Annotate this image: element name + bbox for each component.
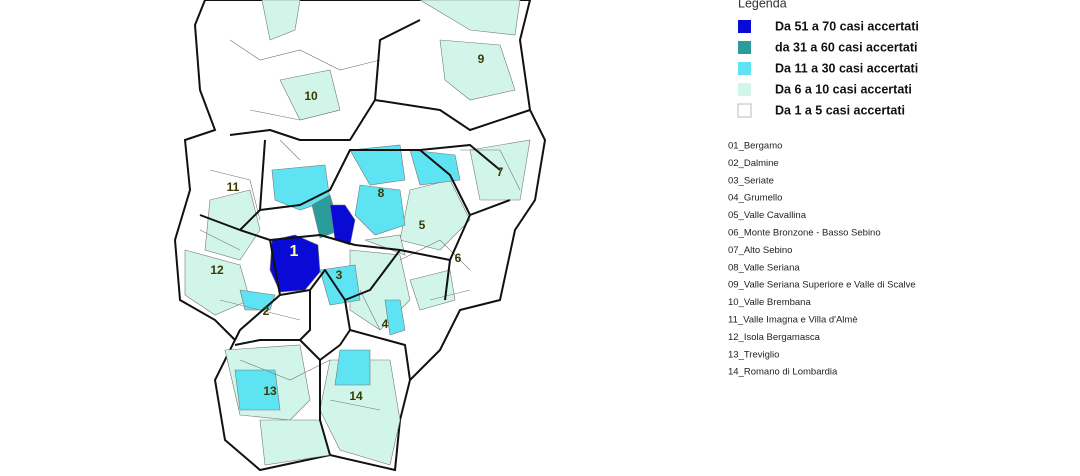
district-name: 07_Alto Sebino <box>728 245 792 256</box>
area <box>329 204 356 246</box>
area <box>184 249 251 316</box>
legend-label: Da 6 a 10 casi accertati <box>775 82 912 96</box>
legend-title: Legenda <box>738 0 787 10</box>
district-name: 03_Seriate <box>728 175 774 186</box>
legend-swatch <box>738 83 751 96</box>
map-label: 8 <box>378 186 385 200</box>
district-name: 06_Monte Bronzone - Basso Sebino <box>728 228 881 239</box>
district-name: 04_Grumello <box>728 193 782 204</box>
district-name: 12_Isola Bergamasca <box>728 332 821 343</box>
area <box>349 144 406 186</box>
legend-swatch <box>738 62 751 75</box>
legend: Legenda Da 51 a 70 casi accertati da 31 a… <box>737 0 919 118</box>
legend-label: Da 1 a 5 casi accertati <box>775 103 905 117</box>
map-label: 2 <box>263 304 270 318</box>
legend-label: Da 51 a 70 casi accertati <box>775 19 919 33</box>
area <box>419 0 521 36</box>
map-label: 14 <box>349 389 363 403</box>
district-name: 01_Bergamo <box>728 141 782 152</box>
map-label: 10 <box>304 89 318 103</box>
area <box>409 269 456 311</box>
map-label: 9 <box>478 52 485 66</box>
map-label: 4 <box>382 317 389 331</box>
district-name: 02_Dalmine <box>728 158 779 169</box>
map-label: 11 <box>227 180 240 194</box>
area <box>239 289 276 311</box>
legend-label: Da 11 a 30 casi accertati <box>775 61 918 75</box>
area <box>234 369 281 411</box>
area <box>334 349 371 386</box>
area <box>409 149 461 186</box>
area <box>261 0 301 41</box>
legend-swatch <box>738 20 751 33</box>
area <box>439 39 516 101</box>
area <box>319 264 361 306</box>
map-label: 3 <box>336 268 343 282</box>
district-boundaries <box>199 19 531 456</box>
district-name: 11_Valle Imagna e Villa d'Almè <box>728 315 858 326</box>
district-name: 10_Valle Brembana <box>728 297 811 308</box>
area <box>354 184 406 236</box>
map-label: 12 <box>210 263 224 277</box>
area <box>384 299 406 336</box>
area <box>204 189 261 261</box>
map-label: 7 <box>497 165 504 179</box>
district-name: 05_Valle Cavallina <box>728 210 807 221</box>
municipal-boundaries <box>199 39 521 411</box>
map-label: 6 <box>455 251 462 265</box>
map-label: 1 <box>290 243 299 260</box>
district-name: 13_Treviglio <box>728 349 779 360</box>
legend-label: da 31 a 60 casi accertati <box>775 40 917 54</box>
legend-swatch <box>738 41 751 54</box>
map-label: 13 <box>263 384 277 398</box>
district-list: 01_Bergamo 02_Dalmine 03_Seriate 04_Grumell… <box>728 141 916 378</box>
district-name: 14_Romano di Lombardia <box>728 367 838 378</box>
district-name: 09_Valle Seriana Superiore e Valle di Sc… <box>728 280 916 291</box>
district-name: 08_Valle Seriana <box>728 262 800 273</box>
map-label: 5 <box>419 218 426 232</box>
map: 10 9 11 8 7 5 1 6 12 3 2 4 13 14 <box>173 0 547 472</box>
legend-swatch <box>737 103 752 118</box>
